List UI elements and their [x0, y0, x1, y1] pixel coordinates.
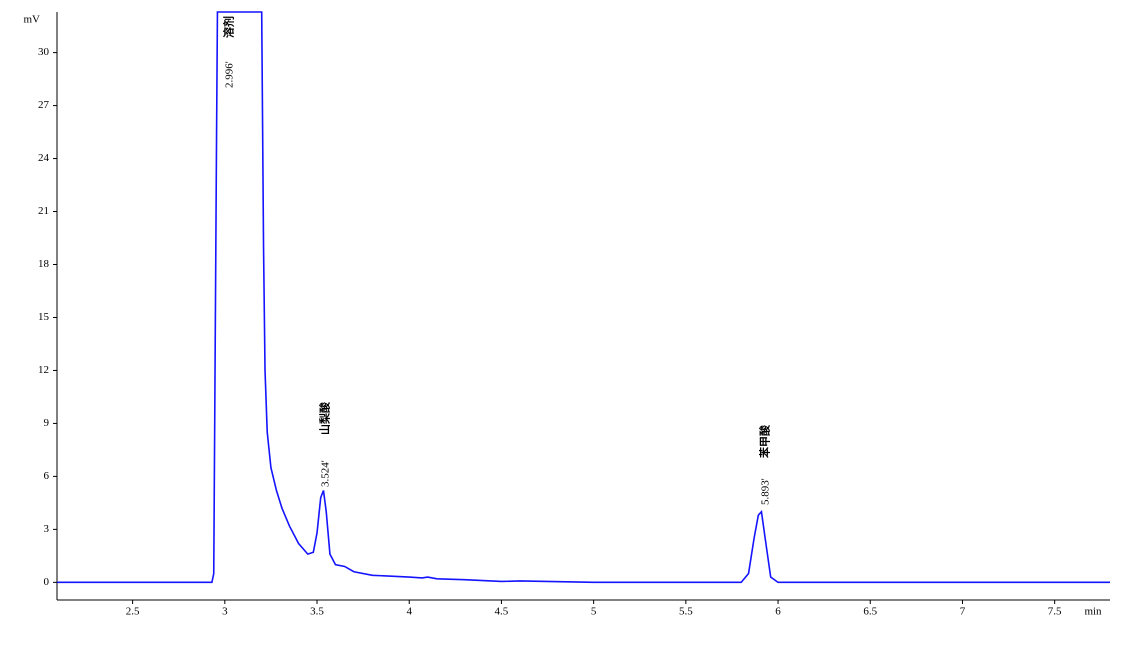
y-tick-label: 27	[38, 99, 50, 111]
y-tick-label: 12	[38, 364, 49, 376]
x-tick-label: 7	[960, 606, 966, 618]
x-tick-label: 6.5	[863, 606, 877, 618]
y-tick-label: 0	[44, 576, 50, 588]
x-tick-label: 2.5	[126, 606, 140, 618]
y-tick-label: 6	[44, 470, 50, 482]
y-tick-label: 3	[44, 523, 50, 535]
x-axis-label: min	[1084, 606, 1102, 618]
peak-name: 山梨酸	[318, 401, 332, 435]
x-tick-label: 3	[222, 606, 228, 618]
trace-line	[57, 11, 1110, 584]
peak-time: 3.524'	[320, 460, 332, 487]
x-tick-label: 5	[591, 606, 597, 618]
y-tick-label: 18	[38, 258, 50, 270]
x-tick-label: 3.5	[310, 606, 324, 618]
x-tick-label: 4.5	[495, 606, 509, 618]
x-tick-label: 7.5	[1048, 606, 1062, 618]
peak-name: 溶剂	[222, 16, 236, 38]
peak-name: 苯甲酸	[758, 424, 772, 459]
peak-time: 2.996'	[224, 61, 236, 88]
y-tick-label: 15	[38, 311, 50, 323]
y-tick-label: 9	[44, 417, 50, 429]
y-tick-label: 21	[38, 205, 49, 217]
y-tick-label: 24	[38, 152, 50, 164]
x-tick-label: 6	[775, 606, 781, 618]
y-tick-label: 30	[38, 46, 50, 58]
x-tick-label: 4	[406, 606, 412, 618]
x-tick-label: 5.5	[679, 606, 693, 618]
peak-time: 5.893'	[760, 478, 772, 505]
y-axis-label: mV	[24, 14, 41, 26]
